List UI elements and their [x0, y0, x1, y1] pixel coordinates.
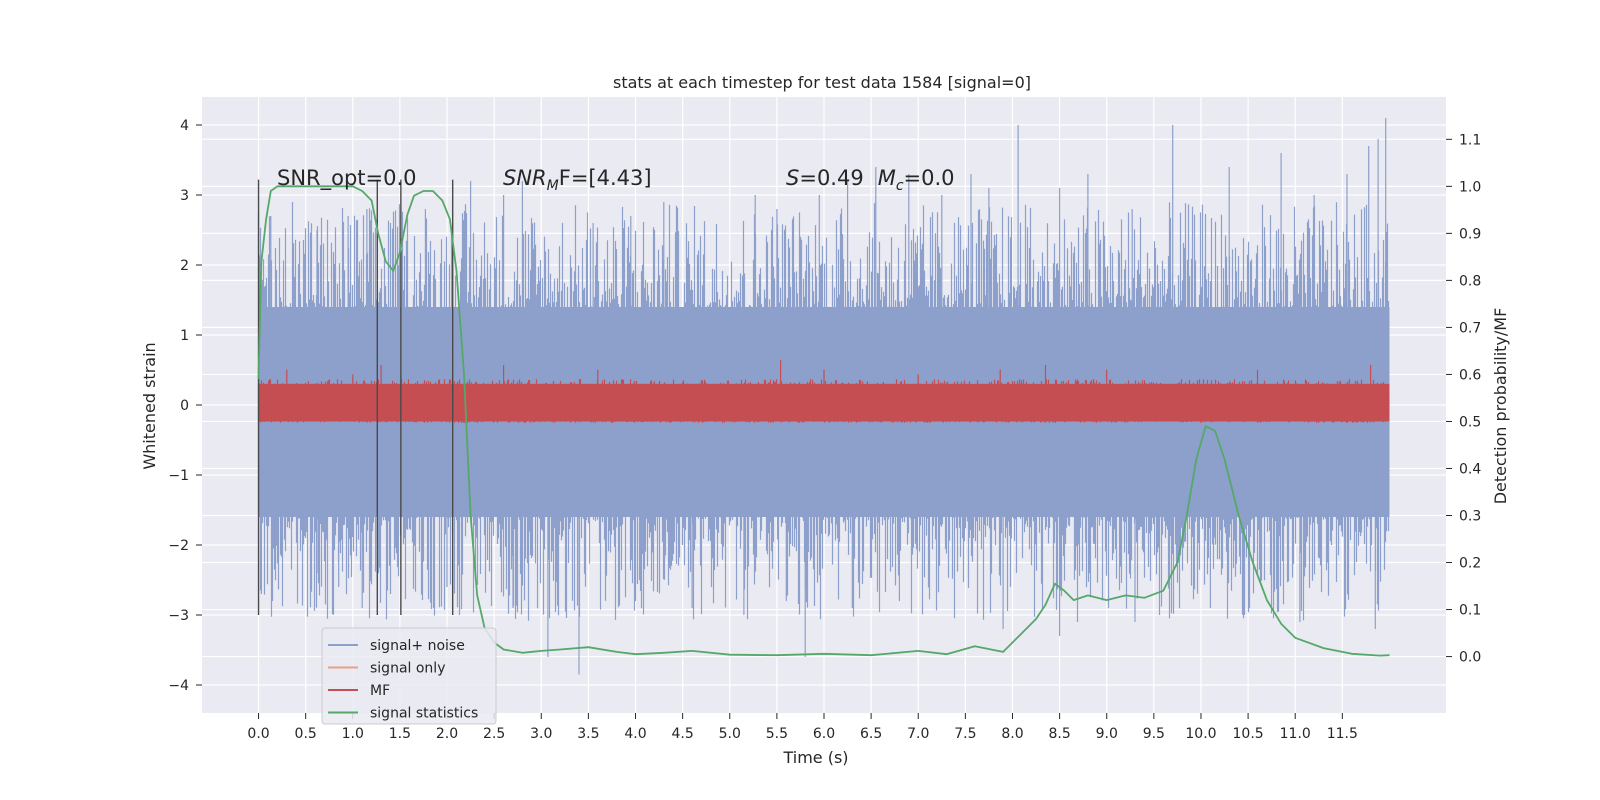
x-tick-label: 3.5: [577, 726, 599, 742]
mc-value: =0.0: [904, 166, 955, 190]
mc-sub: c: [896, 178, 904, 194]
x-tick-label: 11.0: [1280, 726, 1311, 742]
vertical-markers: [257, 179, 454, 615]
y2-tick-label: 0.8: [1459, 273, 1481, 289]
y2-tick-label: 0.6: [1459, 367, 1481, 383]
mc-label: M: [878, 166, 896, 190]
y-tick-label: −3: [168, 608, 189, 624]
x-tick-label: 5.0: [719, 726, 741, 742]
x-tick-label: 6.5: [860, 726, 882, 742]
x-tick-label: 9.5: [1143, 726, 1165, 742]
signal-statistics-line: [257, 185, 1390, 657]
s-mc-annotation: S=0.49 Mc=0.0: [786, 166, 955, 194]
x-tick-label: 0.0: [247, 726, 269, 742]
x-tick-label: 6.0: [813, 726, 835, 742]
x-tick-label: 10.5: [1233, 726, 1264, 742]
y2-tick-label: 1.1: [1459, 132, 1481, 148]
y-axis-label: Whitened strain: [140, 342, 159, 469]
x-tick-label: 9.0: [1096, 726, 1118, 742]
x-tick-label: 1.0: [342, 726, 364, 742]
y2-tick-label: 0.2: [1459, 556, 1481, 572]
x-tick-label: 5.5: [766, 726, 788, 742]
legend-box: [321, 627, 497, 725]
y2-tick-label: 0.0: [1459, 650, 1481, 666]
snr-mf-rest: F=[4.43]: [559, 166, 652, 190]
y2-tick-label: 0.9: [1459, 226, 1481, 242]
y2-tick-label: 0.4: [1459, 461, 1481, 477]
x-tick-label: 2.5: [483, 726, 505, 742]
x-tick-label: 8.0: [1001, 726, 1023, 742]
y2-tick-label: 0.5: [1459, 414, 1481, 430]
x-tick-label: 10.0: [1185, 726, 1216, 742]
snr-mf-sub: M: [547, 178, 559, 194]
signal-statistics-series: [257, 185, 1390, 657]
mf-series: [257, 360, 1390, 423]
x-tick-label: 2.0: [436, 726, 458, 742]
x-tick-label: 7.5: [954, 726, 976, 742]
legend: signal+ noise signal only MF signal statist…: [321, 627, 497, 725]
y-tick-label: 0: [180, 398, 189, 414]
legend-label: signal only: [370, 661, 445, 677]
s-label: S: [786, 166, 799, 190]
axis-ticks: 0.0 0.5 1.0 1.5 2.0 2.5 3.0 3.5 4.0 4.5 5.0 5.5 6.0 6…: [168, 118, 1481, 742]
y-tick-label: −1: [168, 468, 189, 484]
snr-mf-annotation: SNRMF=[4.43]: [503, 166, 652, 194]
snr-mf-label: SNR: [503, 166, 547, 190]
x-tick-label: 7.0: [907, 726, 929, 742]
y2-tick-label: 0.3: [1459, 509, 1481, 525]
x-tick-label: 11.5: [1327, 726, 1358, 742]
y-tick-label: 3: [180, 188, 189, 204]
chart-title: stats at each timestep for test data 158…: [613, 73, 1031, 92]
x-tick-label: 3.0: [530, 726, 552, 742]
y-tick-label: 2: [180, 258, 189, 274]
x-axis-label: Time (s): [782, 748, 848, 767]
legend-label: MF: [370, 683, 390, 699]
y-tick-label: 4: [180, 118, 189, 134]
legend-label: signal+ noise: [370, 638, 465, 654]
y-tick-label: −2: [168, 538, 189, 554]
x-tick-label: 1.5: [389, 726, 411, 742]
x-tick-label: 4.0: [624, 726, 646, 742]
y-tick-label: 1: [180, 328, 189, 344]
snr-opt-annotation: SNR_opt=0.0: [277, 166, 417, 191]
y2-tick-label: 0.1: [1459, 603, 1481, 619]
y2-axis-label: Detection probability/MF: [1491, 308, 1510, 505]
x-tick-label: 8.5: [1048, 726, 1070, 742]
x-tick-label: 0.5: [295, 726, 317, 742]
legend-label: signal statistics: [370, 706, 478, 722]
y2-tick-label: 1.0: [1459, 179, 1481, 195]
x-tick-label: 4.5: [672, 726, 694, 742]
s-value: =0.49: [799, 166, 863, 190]
y2-tick-label: 0.7: [1459, 320, 1481, 336]
y-tick-label: −4: [168, 678, 189, 694]
